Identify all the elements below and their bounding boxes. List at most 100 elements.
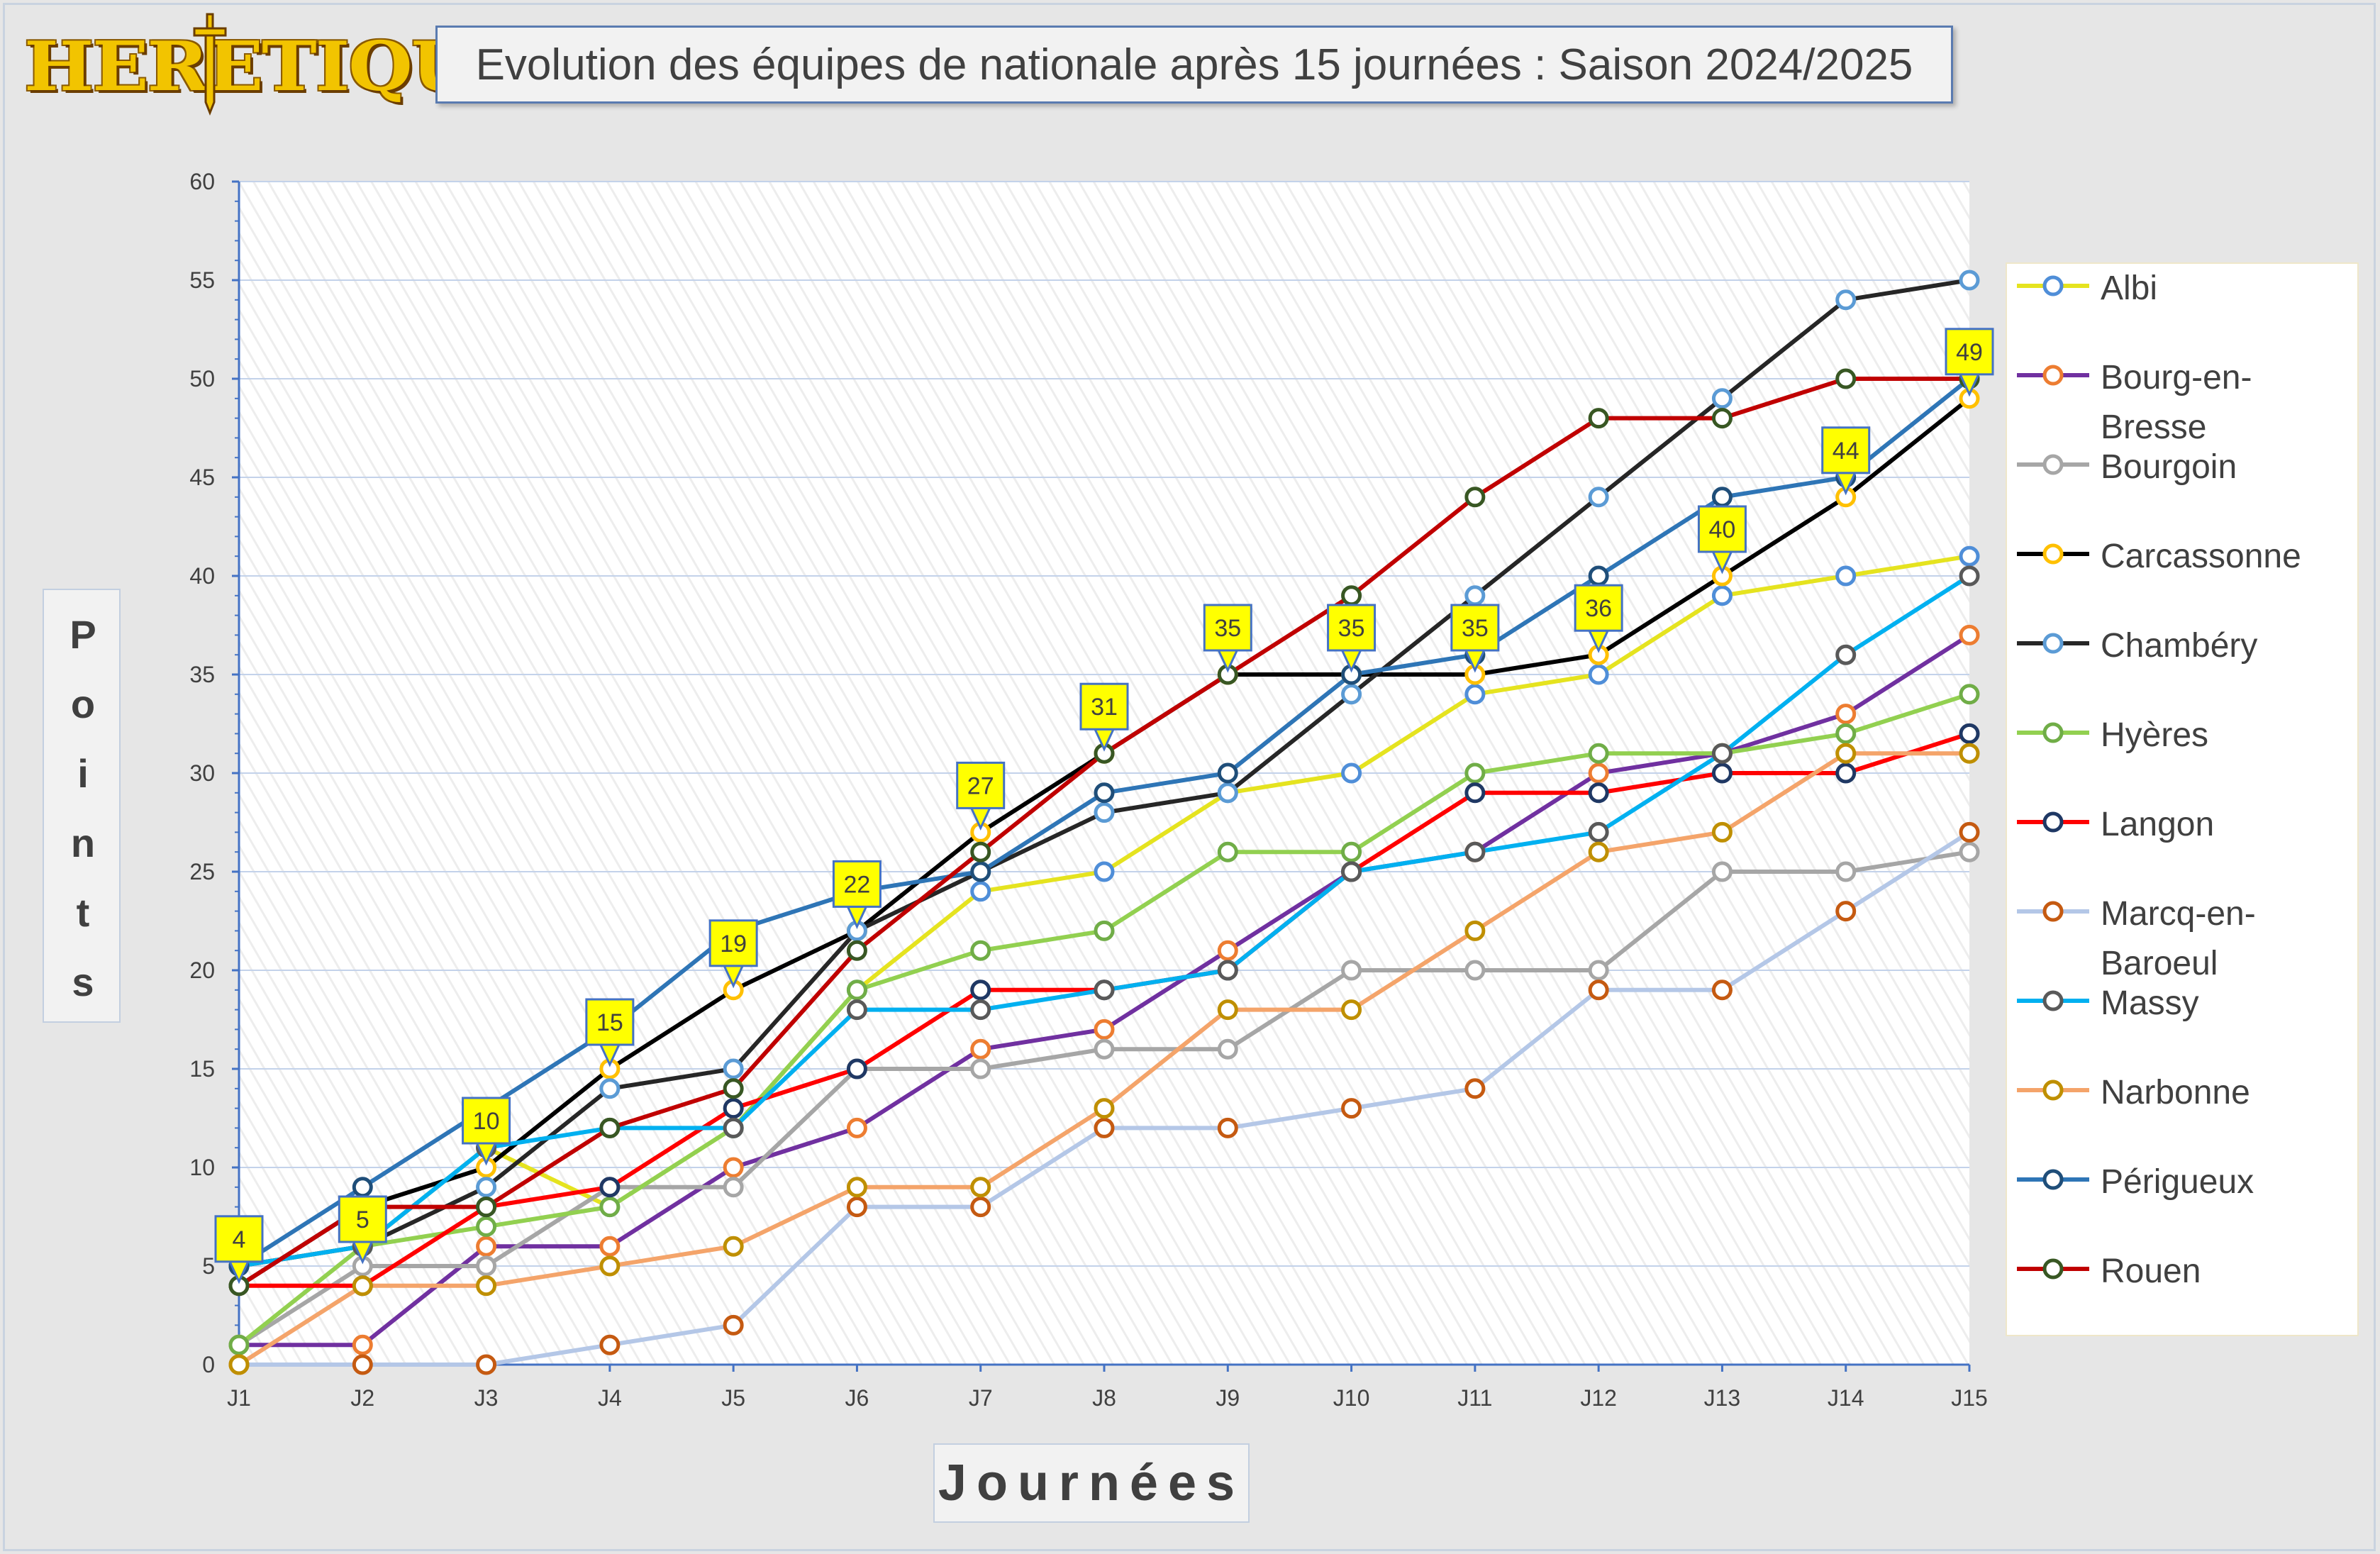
x-tick-label: J5	[721, 1385, 745, 1411]
callout-box	[585, 998, 635, 1046]
data-point	[1711, 487, 1733, 508]
data-point	[1217, 940, 1238, 961]
chart-frame	[3, 3, 2376, 1551]
y-tick-label: 0	[202, 1352, 215, 1377]
data-point	[846, 1117, 867, 1138]
annotation-callout: 5	[338, 1195, 387, 1265]
data-point	[1959, 684, 1980, 705]
callout-box	[1945, 328, 1994, 376]
annotation-callout: 15	[585, 998, 635, 1067]
data-point	[1094, 979, 1115, 1001]
data-point	[1835, 743, 1857, 764]
legend-marker	[2042, 811, 2064, 833]
callout-box	[1574, 584, 1623, 632]
legend-item: Marcq-en-Baroeul	[2014, 889, 2354, 982]
data-point	[1094, 782, 1115, 804]
data-point	[476, 1177, 497, 1198]
data-point	[846, 1058, 867, 1080]
data-point	[1588, 743, 1609, 764]
data-point	[1835, 723, 1857, 744]
data-point	[1588, 408, 1609, 429]
data-point	[723, 1314, 744, 1336]
y-tick-label: 50	[189, 366, 215, 392]
legend-marker	[2042, 365, 2064, 386]
x-tick-label: J14	[1828, 1385, 1864, 1411]
data-point	[970, 1197, 991, 1218]
legend-label: Rouen	[2101, 1253, 2201, 1290]
data-point	[599, 1236, 621, 1257]
data-point	[1217, 960, 1238, 981]
legend-item: Hyères	[2014, 711, 2354, 767]
data-point	[1588, 960, 1609, 981]
data-point	[1959, 565, 1980, 587]
data-point	[846, 1177, 867, 1198]
callout-value: 5	[356, 1206, 369, 1233]
legend-item: Narbonne	[2014, 1068, 2354, 1125]
data-point	[1959, 270, 1980, 291]
legend-swatch	[2017, 633, 2089, 654]
y-tick-label: 25	[189, 859, 215, 884]
data-point	[476, 1255, 497, 1277]
data-point	[599, 1177, 621, 1198]
chart-title-box: Evolution des équipes de nationale après…	[435, 26, 1953, 104]
legend-label: Marcq-en-Baroeul	[2101, 895, 2256, 982]
data-point	[1464, 960, 1486, 981]
data-point	[1835, 861, 1857, 882]
y-tick-label: 20	[189, 958, 215, 983]
legend-label: Carcassonne	[2101, 538, 2301, 575]
data-point	[846, 999, 867, 1021]
data-point	[1959, 723, 1980, 744]
data-point	[970, 1058, 991, 1080]
data-point	[1711, 585, 1733, 606]
data-point	[1711, 821, 1733, 843]
callout-value: 35	[1338, 615, 1365, 642]
legend-marker	[2042, 543, 2064, 565]
data-point	[1835, 704, 1857, 725]
data-point	[1588, 487, 1609, 508]
data-point	[1711, 743, 1733, 764]
data-point	[1094, 920, 1115, 941]
legend-item: Périgueux	[2014, 1158, 2354, 1214]
data-point	[1588, 664, 1609, 685]
data-point	[1464, 1078, 1486, 1099]
callout-box	[956, 761, 1006, 809]
data-point	[1094, 1019, 1115, 1040]
legend-item: Chambéry	[2014, 621, 2354, 678]
data-point	[723, 1078, 744, 1099]
data-point	[228, 1334, 250, 1355]
callout-value: 10	[473, 1108, 500, 1135]
callout-value: 4	[233, 1226, 246, 1253]
data-point	[1217, 782, 1238, 804]
data-point	[970, 881, 991, 902]
data-point	[1464, 762, 1486, 784]
data-point	[1217, 1117, 1238, 1138]
legend-label: Langon	[2101, 806, 2215, 843]
annotations: 4 5 10 15 19 22 27 31 35 35 35 36 40 44 49	[214, 328, 1994, 1284]
legend-swatch	[2017, 901, 2089, 922]
data-point	[1588, 565, 1609, 587]
legend: Albi Bourg-en-Bresse Bourgoin Carcassonne Ch…	[2006, 262, 2359, 1336]
callout-value: 49	[1956, 339, 1983, 366]
data-point	[1711, 388, 1733, 409]
legend-swatch	[2017, 543, 2089, 565]
data-point	[723, 1098, 744, 1119]
callout-box	[1327, 604, 1377, 652]
data-point	[1341, 585, 1362, 606]
annotation-callout: 35	[1327, 604, 1377, 673]
data-point	[599, 1117, 621, 1138]
data-point	[599, 1255, 621, 1277]
x-tick-label: J1	[227, 1385, 251, 1411]
annotation-callout: 44	[1821, 426, 1871, 496]
data-point	[476, 1216, 497, 1237]
data-point	[1959, 624, 1980, 645]
x-tick-label: J3	[474, 1385, 499, 1411]
data-point	[1588, 782, 1609, 804]
y-tick-label: 55	[189, 267, 215, 293]
y-tick-label: 45	[189, 465, 215, 490]
callout-value: 35	[1462, 615, 1489, 642]
data-point	[1959, 821, 1980, 843]
data-point	[1094, 861, 1115, 882]
